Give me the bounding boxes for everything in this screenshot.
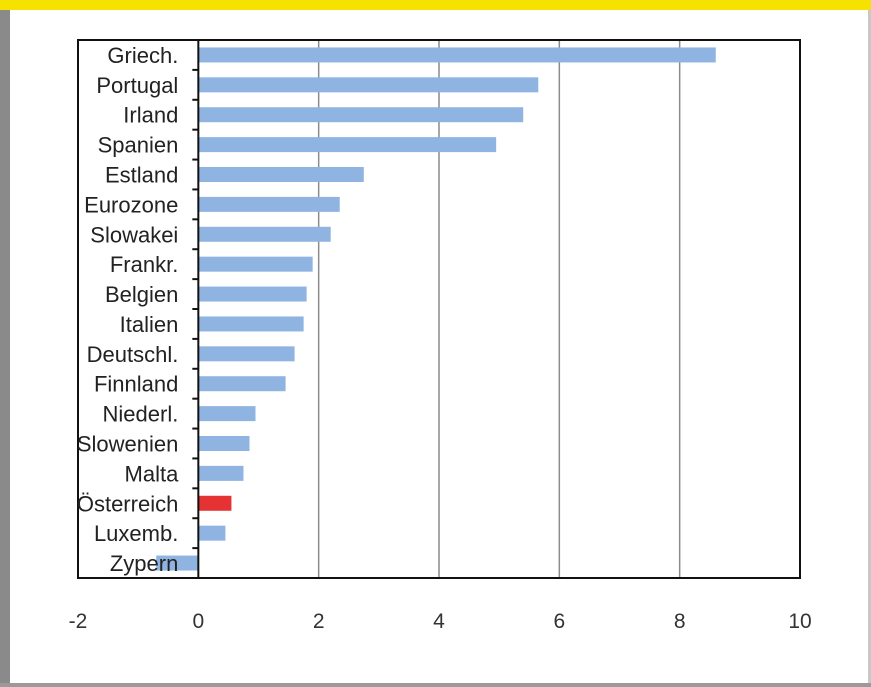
x-tick-label-4: 6	[553, 610, 565, 633]
bar-8	[198, 286, 307, 302]
bar-6	[198, 226, 331, 242]
category-label-14: Malta	[125, 461, 180, 486]
category-label-12: Niederl.	[103, 402, 179, 427]
category-label-16: Luxemb.	[94, 521, 178, 546]
right-frame-border	[868, 10, 871, 687]
category-label-5: Eurozone	[84, 192, 178, 217]
bar-7	[198, 256, 313, 272]
bar-3	[198, 137, 497, 153]
header-accent-band	[0, 0, 871, 10]
bar-9	[198, 316, 304, 332]
bar-5	[198, 196, 340, 212]
bar-1	[198, 77, 539, 93]
bar-14	[198, 465, 244, 481]
x-tick-label-3: 4	[433, 610, 445, 633]
category-label-4: Estland	[105, 163, 178, 188]
bar-15	[198, 495, 232, 511]
category-label-7: Frankr.	[110, 252, 178, 277]
left-frame-border	[0, 10, 10, 687]
bar-11	[198, 376, 286, 392]
category-label-10: Deutschl.	[87, 342, 179, 367]
category-label-11: Finnland	[94, 372, 178, 397]
bar-4	[198, 167, 364, 182]
category-label-0: Griech.	[107, 43, 178, 68]
bar-2	[198, 107, 524, 123]
x-tick-label-1: 0	[192, 610, 204, 633]
category-label-17: Zypern	[110, 551, 178, 576]
bar-0	[198, 47, 716, 63]
x-tick-label-2: 2	[313, 610, 325, 633]
x-tick-label-5: 8	[674, 610, 686, 633]
bar-13	[198, 436, 250, 451]
category-label-3: Spanien	[98, 133, 179, 158]
category-label-2: Irland	[123, 103, 178, 128]
category-label-9: Italien	[120, 312, 179, 337]
category-label-6: Slowakei	[90, 222, 178, 247]
category-label-15: Österreich	[77, 491, 178, 516]
bar-10	[198, 346, 295, 362]
bottom-frame-border	[0, 683, 871, 687]
x-tick-label-6: 10	[788, 610, 811, 633]
category-label-1: Portugal	[96, 73, 178, 98]
category-label-13: Slowenien	[77, 432, 179, 457]
bar-12	[198, 406, 256, 422]
bar-17	[156, 555, 199, 571]
plot-border	[77, 39, 801, 579]
category-label-8: Belgien	[105, 282, 178, 307]
bar-16	[198, 525, 226, 541]
x-tick-label-0: -2	[69, 610, 88, 633]
